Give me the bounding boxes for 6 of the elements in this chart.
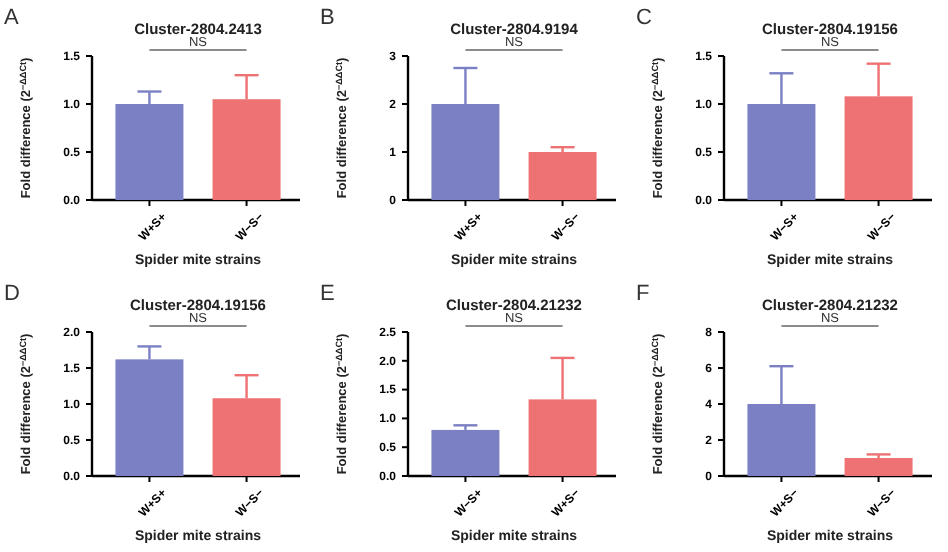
text: B bbox=[320, 6, 335, 30]
text: F bbox=[636, 282, 650, 306]
text: E bbox=[320, 282, 335, 306]
text: D bbox=[4, 282, 20, 306]
text: A bbox=[4, 6, 20, 30]
text: C bbox=[636, 6, 652, 30]
